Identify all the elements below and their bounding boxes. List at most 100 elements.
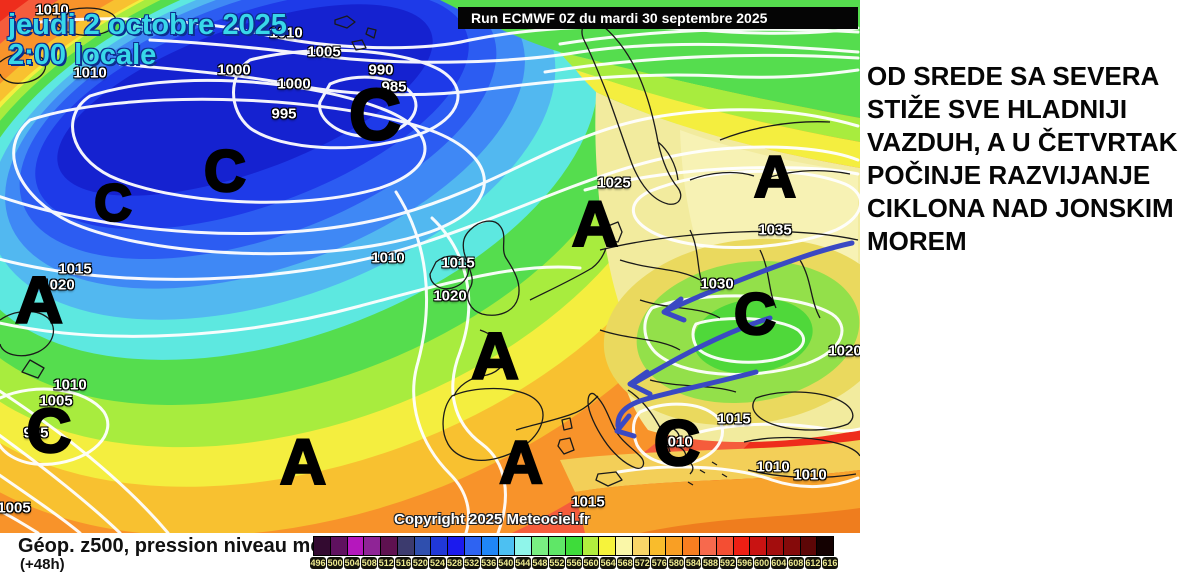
isobar-value-label: 1030	[700, 275, 734, 293]
scale-value: 512	[378, 557, 395, 569]
scale-cell	[397, 537, 415, 555]
scale-cell	[632, 537, 650, 555]
isobar-value-label: 1000	[217, 61, 251, 79]
scale-cell	[448, 537, 466, 555]
scale-cell	[381, 537, 398, 555]
isobar-value-label: 1010	[35, 1, 69, 19]
scale-value: 524	[429, 557, 446, 569]
color-scale-labels: 496 500 504 508 512 516 520 524 528 532 536 540 544 5…	[310, 557, 838, 569]
isobar-value-label: 1020	[828, 342, 860, 360]
scale-cell	[599, 537, 617, 555]
scale-cell	[716, 537, 734, 555]
low-pressure-letter: C	[348, 75, 403, 156]
scale-value: 528	[446, 557, 463, 569]
low-pressure-letter: C	[25, 397, 72, 467]
high-pressure-letter: A	[279, 426, 328, 499]
high-pressure-letter: A	[14, 262, 64, 337]
scale-cell	[330, 537, 348, 555]
scale-value: 596	[736, 557, 753, 569]
annotation-panel: OD SREDE SA SEVERA STIŽE SVE HLADNIJI VAZD…	[860, 0, 1200, 533]
isobar-value-label: 1005	[0, 499, 31, 517]
scale-value: 612	[804, 557, 821, 569]
scale-cell	[817, 537, 834, 555]
high-pressure-letter: A	[470, 318, 520, 393]
annotation-line: STIŽE SVE HLADNIJI	[867, 94, 1128, 124]
annotation-line: POČINJE RAZVIJANJE	[867, 160, 1151, 190]
model-run-bar: Run ECMWF 0Z du mardi 30 septembre 2025	[458, 7, 858, 29]
scale-value: 564	[600, 557, 617, 569]
scale-value: 560	[583, 557, 600, 569]
scale-value: 568	[617, 557, 634, 569]
scale-value: 604	[770, 557, 787, 569]
isobar-value-label: 1005	[39, 392, 73, 410]
scale-cell	[498, 537, 516, 555]
scale-cell	[481, 537, 499, 555]
isobar-value-label: 1015	[717, 410, 751, 428]
scale-cell	[465, 537, 482, 555]
scale-cell	[666, 537, 684, 555]
low-pressure-letter: C	[93, 174, 133, 233]
scale-value: 532	[463, 557, 480, 569]
scale-value: 548	[531, 557, 548, 569]
scale-cell	[767, 537, 784, 555]
map-label-layer: 1010 1010 1005 1000 1000 990 985 995 1010 1015 102…	[0, 1, 860, 517]
scale-cell	[800, 537, 818, 555]
annotation-line: VAZDUH, A U ČETVRTAK	[867, 127, 1178, 157]
annotation-line: CIKLONA NAD JONSKIM	[867, 193, 1174, 223]
forecast-map: 1010 1010 1005 1000 1000 990 985 995 1010 1015 102…	[0, 0, 860, 533]
high-pressure-letter: A	[571, 188, 620, 261]
low-pressure-letter: C	[653, 407, 702, 480]
isobar-value-label: 995	[271, 105, 297, 123]
low-pressure-letter: C	[203, 138, 247, 204]
isobar-value-label: 1010	[659, 433, 693, 451]
isobar-value-label: 995	[23, 424, 49, 442]
scale-value: 580	[668, 557, 685, 569]
legend-subtitle: (+48h)	[20, 556, 65, 573]
scale-cell	[532, 537, 549, 555]
scale-value: 572	[634, 557, 651, 569]
scale-cell	[314, 537, 331, 555]
annotation-line: OD SREDE SA SEVERA	[867, 61, 1160, 91]
scale-cell	[733, 537, 751, 555]
isobar-value-label: 1010	[793, 466, 827, 484]
scale-value: 496	[310, 557, 327, 569]
scale-cell	[616, 537, 633, 555]
scale-cell	[548, 537, 566, 555]
annotation-text: OD SREDE SA SEVERA STIŽE SVE HLADNIJI VAZD…	[860, 0, 1200, 258]
valid-datetime: jeudi 2 octobre 2025 2:00 locale	[8, 10, 287, 71]
isobar-value-label: 1010	[73, 64, 107, 82]
map-graphic	[0, 0, 860, 533]
scale-value: 536	[480, 557, 497, 569]
scale-value: 608	[787, 557, 804, 569]
annotation-line: MOREM	[867, 226, 967, 256]
isobar-value-label: 1010	[371, 249, 405, 267]
high-pressure-letter: A	[498, 429, 544, 496]
scale-value: 556	[565, 557, 582, 569]
scale-value: 588	[702, 557, 719, 569]
scale-cell	[364, 537, 382, 555]
coastlines	[0, 7, 860, 487]
isobar-value-label: 985	[381, 78, 407, 96]
scale-cell	[582, 537, 600, 555]
scale-value: 552	[548, 557, 565, 569]
scale-cell	[699, 537, 717, 555]
scale-value: 576	[651, 557, 668, 569]
valid-date: jeudi 2 octobre 2025	[8, 9, 287, 41]
scale-value: 516	[395, 557, 412, 569]
isobar-value-label: 1035	[758, 221, 792, 239]
scale-value: 508	[361, 557, 378, 569]
valid-time: 2:00 locale	[8, 39, 157, 72]
copyright-text: Copyright 2025 Meteociel.fr	[394, 511, 590, 528]
legend-title: Géop. z500, pression niveau mer	[18, 535, 330, 557]
scale-cell	[414, 537, 432, 555]
scale-cell	[565, 537, 583, 555]
isobar-value-label: 1010	[756, 458, 790, 476]
isobar-value-label: 1010	[53, 376, 87, 394]
scale-value: 544	[514, 557, 531, 569]
scale-value: 592	[719, 557, 736, 569]
scale-value: 584	[685, 557, 702, 569]
scale-cell	[347, 537, 365, 555]
scale-cell	[683, 537, 700, 555]
isobar-value-label: 1025	[597, 174, 631, 192]
